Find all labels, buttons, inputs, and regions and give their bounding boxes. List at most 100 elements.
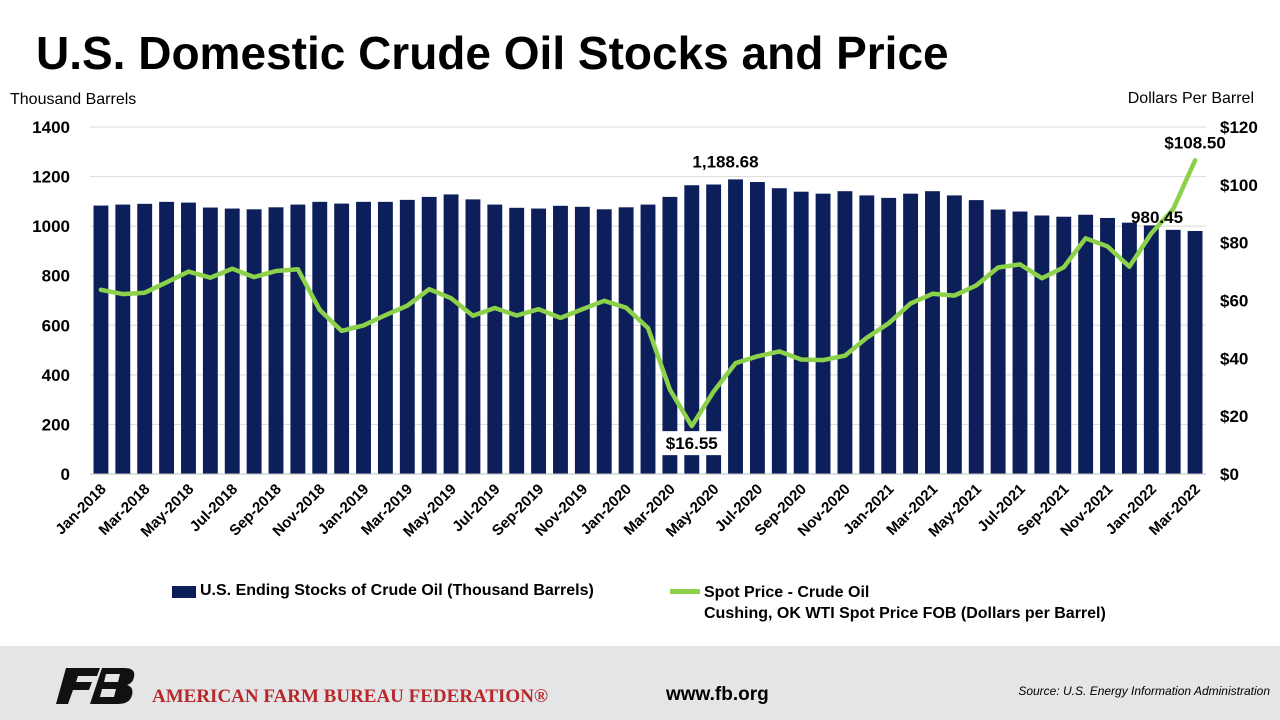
price-point bbox=[383, 313, 387, 317]
bar bbox=[312, 201, 328, 475]
bar bbox=[1012, 211, 1028, 474]
bar bbox=[662, 196, 678, 474]
bar bbox=[509, 207, 525, 474]
bar bbox=[1187, 230, 1203, 474]
bar bbox=[1078, 214, 1094, 474]
left-tick-label: 0 bbox=[61, 465, 70, 484]
price-point bbox=[143, 291, 147, 295]
bar bbox=[749, 182, 765, 474]
price-point bbox=[318, 308, 322, 312]
price-point bbox=[1062, 265, 1066, 269]
bar bbox=[268, 207, 284, 474]
price-point bbox=[865, 336, 869, 340]
bar bbox=[1121, 222, 1137, 474]
price-point bbox=[405, 304, 409, 308]
left-tick-label: 600 bbox=[42, 316, 70, 335]
right-tick-label: $80 bbox=[1220, 234, 1248, 253]
bar bbox=[837, 191, 853, 474]
data-label-bg bbox=[659, 431, 724, 456]
left-tick-label: 1200 bbox=[32, 168, 70, 187]
data-label: $108.50 bbox=[1164, 133, 1225, 152]
org-name: AMERICAN FARM BUREAU FEDERATION® bbox=[152, 686, 549, 707]
bar bbox=[618, 207, 634, 474]
data-label: 1,188.68 bbox=[692, 152, 758, 171]
price-point bbox=[1193, 158, 1197, 162]
left-tick-label: 1000 bbox=[32, 217, 70, 236]
left-tick-label: 800 bbox=[42, 267, 70, 286]
price-point bbox=[1040, 276, 1044, 280]
price-point bbox=[952, 294, 956, 298]
price-point bbox=[427, 287, 431, 291]
bar bbox=[640, 204, 656, 474]
price-point bbox=[558, 316, 562, 320]
bar bbox=[334, 203, 350, 474]
bar bbox=[1143, 225, 1159, 474]
price-point bbox=[1127, 265, 1131, 269]
page-title: U.S. Domestic Crude Oil Stocks and Price bbox=[36, 27, 949, 79]
right-axis-title: Dollars Per Barrel bbox=[1127, 90, 1254, 107]
bar bbox=[487, 204, 503, 474]
bar bbox=[596, 209, 612, 474]
legend-line-swatch bbox=[670, 589, 700, 594]
price-point bbox=[909, 301, 913, 305]
price-point bbox=[712, 390, 716, 394]
bar bbox=[115, 204, 131, 474]
bar bbox=[159, 201, 175, 475]
right-tick-label: $40 bbox=[1220, 349, 1248, 368]
price-point bbox=[734, 361, 738, 365]
bar bbox=[399, 199, 415, 474]
bar bbox=[1034, 215, 1050, 475]
left-tick-label: 200 bbox=[42, 415, 70, 434]
bar bbox=[443, 194, 459, 474]
price-point bbox=[887, 321, 891, 325]
bar-series bbox=[93, 179, 1203, 475]
bar bbox=[93, 205, 109, 474]
legend-bars-label: U.S. Ending Stocks of Crude Oil (Thousan… bbox=[200, 582, 594, 599]
price-point bbox=[1106, 244, 1110, 248]
right-tick-label: $0 bbox=[1220, 465, 1239, 484]
price-point bbox=[449, 296, 453, 300]
price-point bbox=[777, 349, 781, 353]
bar bbox=[925, 191, 940, 474]
price-point bbox=[252, 275, 256, 279]
bar bbox=[771, 188, 787, 475]
left-axis-title: Thousand Barrels bbox=[10, 91, 137, 108]
website-link[interactable]: www.fb.org bbox=[666, 684, 769, 705]
bar bbox=[903, 193, 919, 474]
price-point bbox=[690, 424, 694, 428]
price-point bbox=[1018, 262, 1022, 266]
price-point bbox=[843, 354, 847, 358]
bar bbox=[946, 195, 962, 474]
legend-line-label-2: Cushing, OK WTI Spot Price FOB (Dollars … bbox=[704, 605, 1106, 622]
price-point bbox=[930, 292, 934, 296]
fb-logo-icon bbox=[56, 668, 135, 704]
left-tick-label: 400 bbox=[42, 366, 70, 385]
price-point bbox=[1149, 231, 1153, 235]
price-point bbox=[471, 314, 475, 318]
price-point bbox=[821, 358, 825, 362]
price-point bbox=[974, 283, 978, 287]
bar bbox=[968, 200, 984, 474]
price-point bbox=[996, 266, 1000, 270]
price-point bbox=[165, 280, 169, 284]
chart-area: 0 200 400 600 800 1000 1200 1400 $0 $20 $40 $60 $80 $… bbox=[32, 118, 1258, 541]
annotations: 1,188.68 980.45 $16.55 $108.50 bbox=[659, 133, 1226, 456]
bar bbox=[859, 195, 875, 474]
left-tick-label: 1400 bbox=[32, 118, 70, 137]
bar bbox=[224, 208, 240, 475]
bar bbox=[815, 193, 831, 474]
price-point bbox=[1171, 207, 1175, 211]
price-point bbox=[362, 323, 366, 327]
bar bbox=[881, 197, 897, 474]
bar bbox=[202, 207, 218, 474]
bar bbox=[137, 203, 153, 475]
price-point bbox=[274, 269, 278, 273]
price-point bbox=[799, 357, 803, 361]
price-point bbox=[537, 307, 541, 311]
legend-line-label: Spot Price - Crude Oil Cushing, OK WTI S… bbox=[704, 582, 1106, 624]
bar bbox=[1165, 229, 1181, 474]
price-point bbox=[755, 354, 759, 358]
bar bbox=[531, 208, 547, 475]
price-point bbox=[186, 270, 190, 274]
price-point bbox=[515, 314, 519, 318]
